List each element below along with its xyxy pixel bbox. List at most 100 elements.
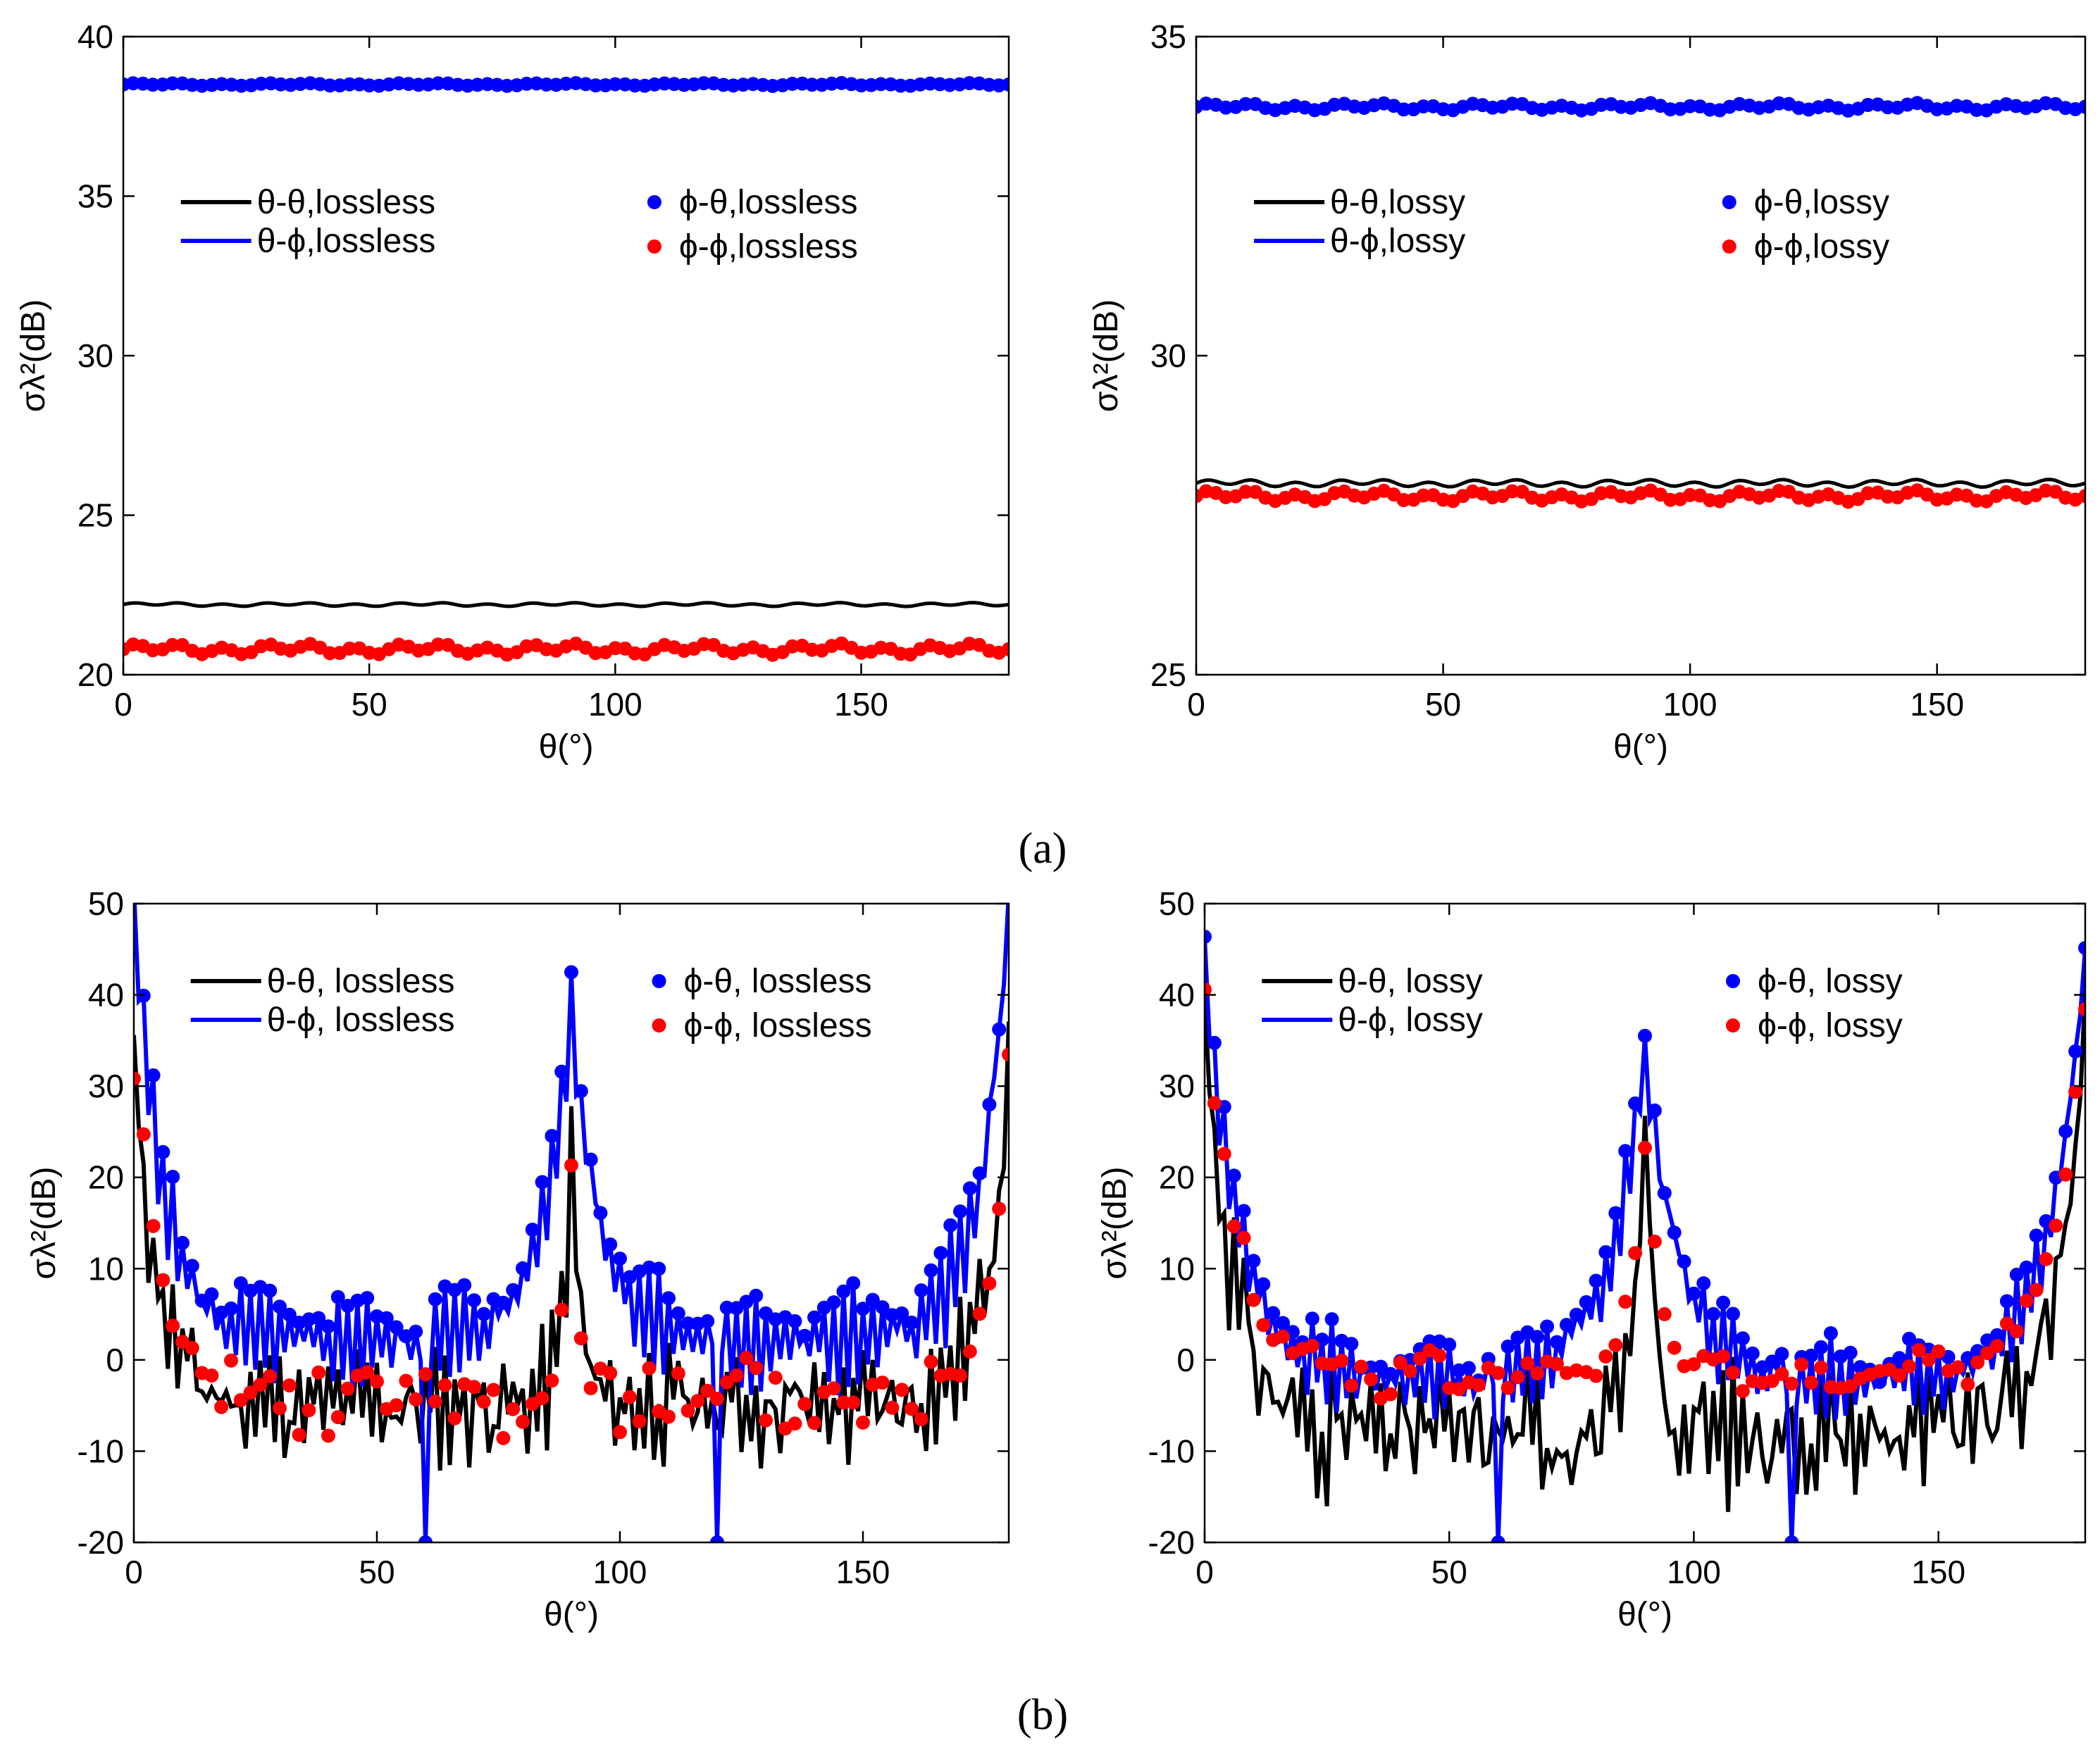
data-point: [885, 1400, 900, 1415]
legend-entry-label: θ-ϕ,lossy: [1330, 223, 1465, 260]
data-point: [447, 1411, 462, 1426]
legend-swatch-marker: [1722, 195, 1736, 209]
y-tick-label: 30: [1150, 337, 1186, 374]
data-point: [1442, 1337, 1457, 1352]
data-point: [962, 76, 977, 90]
data-point: [292, 1428, 306, 1442]
data-point: [1505, 96, 1520, 111]
data-point: [652, 1261, 666, 1276]
data-point: [1501, 1339, 1515, 1354]
legend-entry-label: θ-ϕ, lossless: [267, 1002, 455, 1039]
data-point: [467, 1293, 481, 1308]
series-markers-3: [123, 636, 1009, 662]
data-point: [1491, 1366, 1505, 1380]
data-point: [797, 1397, 812, 1411]
data-point: [409, 1392, 423, 1406]
data-point: [330, 1290, 345, 1304]
data-point: [539, 77, 554, 92]
data-point: [1683, 487, 1698, 502]
data-point: [428, 1292, 442, 1306]
data-point: [854, 78, 869, 93]
y-tick-label: 35: [77, 178, 113, 215]
data-point: [1491, 1535, 1505, 1542]
data-point: [399, 1373, 414, 1388]
data-point: [323, 78, 337, 93]
figure-label-a: (a): [1019, 825, 1067, 873]
y-tick-label: 20: [88, 1159, 124, 1196]
data-point: [1396, 102, 1411, 117]
axes-box: [1195, 35, 2087, 676]
data-point: [608, 77, 623, 92]
data-point: [1804, 1348, 1819, 1363]
data-point: [836, 1284, 851, 1299]
data-point: [671, 1366, 685, 1380]
legend-entry-label: ϕ-ϕ,lossy: [1754, 228, 1889, 266]
data-point: [1207, 1096, 1222, 1111]
data-point: [263, 1369, 278, 1383]
x-tick-label: 50: [1425, 686, 1461, 723]
data-point: [681, 1403, 695, 1418]
data-point: [1344, 1337, 1359, 1352]
data-point: [506, 1402, 521, 1416]
data-point: [943, 1218, 958, 1233]
data-point: [1686, 1286, 1701, 1301]
legend-swatch-marker: [1726, 1018, 1740, 1033]
data-point: [156, 1144, 170, 1159]
data-point: [1999, 1316, 2014, 1331]
data-point: [1726, 1366, 1740, 1380]
data-point: [1843, 1345, 1858, 1360]
data-point: [1589, 1368, 1603, 1383]
legend-entry-label: θ-θ,lossless: [257, 184, 435, 221]
data-point: [1246, 1292, 1261, 1307]
data-point: [982, 1097, 997, 1112]
series-markers-2: [1196, 96, 2085, 118]
data-point: [661, 1409, 676, 1424]
data-point: [165, 76, 180, 91]
data-point: [1765, 1354, 1779, 1369]
data-point: [865, 1292, 880, 1307]
data-point: [418, 1535, 433, 1542]
data-point: [166, 1169, 180, 1184]
data-point: [467, 1380, 481, 1395]
data-point: [273, 1299, 287, 1314]
data-point: [628, 78, 642, 93]
data-point: [1990, 1328, 2004, 1342]
data-point: [2019, 1293, 2034, 1308]
data-point: [430, 76, 445, 91]
data-point: [710, 1392, 724, 1406]
y-tick-label: 30: [77, 337, 113, 374]
data-point: [175, 1235, 190, 1250]
data-point: [370, 1374, 384, 1389]
data-point: [1540, 1319, 1555, 1334]
data-point: [525, 1223, 540, 1237]
data-point: [1716, 1349, 1731, 1364]
data-point: [506, 1283, 521, 1297]
data-point: [476, 1306, 491, 1321]
data-point: [1735, 1384, 1750, 1399]
data-point: [1667, 1340, 1682, 1355]
data-point: [1002, 642, 1009, 656]
data-point: [759, 1413, 773, 1428]
data-point: [914, 1411, 928, 1426]
y-tick-label: 0: [106, 1342, 124, 1378]
legend-swatch-marker: [647, 239, 661, 254]
data-point: [282, 1378, 297, 1393]
data-point: [603, 1366, 618, 1380]
data-point: [1843, 1379, 1858, 1394]
x-tick-label: 100: [1667, 1554, 1721, 1590]
data-point: [1403, 1364, 1417, 1378]
data-point: [253, 1378, 268, 1392]
legend-swatch-marker: [647, 195, 661, 209]
data-point: [1501, 1380, 1515, 1395]
axes-box: [132, 902, 1010, 1544]
data-point: [496, 1295, 511, 1310]
data-point: [224, 1353, 238, 1368]
data-point: [1608, 1337, 1623, 1352]
data-point: [797, 1328, 812, 1343]
series-line-1: [134, 904, 1009, 1542]
series-markers-3: [134, 1047, 1009, 1445]
data-point: [1276, 1316, 1291, 1330]
y-tick-label: 20: [77, 656, 113, 693]
data-point: [1393, 1355, 1408, 1370]
data-point: [1217, 1147, 1231, 1161]
